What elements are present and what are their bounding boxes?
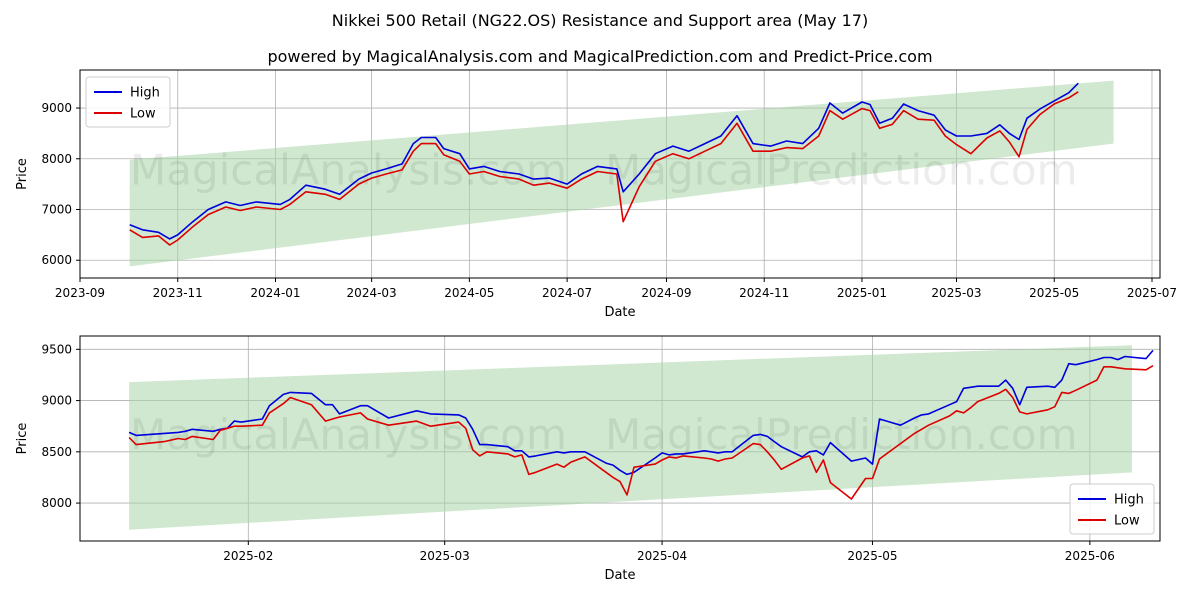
y-tick-label: 8500: [41, 445, 72, 459]
x-tick-label: 2025-01: [837, 286, 887, 300]
legend-label-high: High: [130, 86, 160, 101]
y-tick-label: 8000: [41, 496, 72, 510]
watermark-right: MagicalPrediction.com: [605, 410, 1078, 459]
legend-label-low: Low: [1114, 514, 1140, 529]
y-tick-label: 9500: [41, 342, 72, 356]
legend-box: [85, 76, 171, 128]
y-tick-label: 9000: [41, 394, 72, 408]
watermark-right: MagicalPrediction.com: [605, 145, 1078, 194]
x-tick-label: 2025-03: [931, 286, 981, 300]
y-tick-label: 9000: [41, 101, 72, 115]
x-tick-label: 2024-03: [347, 286, 397, 300]
legend-label-high: High: [1114, 493, 1144, 508]
x-tick-label: 2023-11: [153, 286, 203, 300]
x-tick-label: 2025-02: [223, 549, 273, 563]
x-tick-label: 2024-01: [250, 286, 300, 300]
plot-frame: [79, 335, 1161, 542]
legend: High Low: [1069, 483, 1155, 535]
y-tick-label: 7000: [41, 203, 72, 217]
x-axis-label: Date: [604, 305, 635, 320]
x-tick-label: 2024-07: [542, 286, 592, 300]
x-tick-label: 2025-03: [420, 549, 470, 563]
series-low-line: [128, 365, 1154, 500]
x-tick-label: 2025-07: [1127, 286, 1177, 300]
y-axis-label: Price: [15, 423, 30, 455]
y-axis-label: Price: [15, 158, 30, 190]
legend-label-low: Low: [130, 107, 156, 122]
bottom-panel: MagicalAnalysis.com MagicalPrediction.com…: [15, 335, 1161, 583]
x-axis-label: Date: [604, 568, 635, 583]
watermark-left: MagicalAnalysis.com: [130, 410, 567, 459]
series-high-line: [128, 349, 1154, 476]
series-low-line: [129, 91, 1079, 246]
legend: High Low: [85, 76, 171, 128]
x-tick-label: 2024-11: [739, 286, 789, 300]
top-panel: MagicalAnalysis.com MagicalPrediction.com…: [15, 69, 1177, 320]
chart-title: Nikkei 500 Retail (NG22.OS) Resistance a…: [332, 11, 868, 30]
chart-subtitle: powered by MagicalAnalysis.com and Magic…: [267, 47, 932, 66]
legend-box: [1069, 483, 1155, 535]
x-tick-label: 2025-06: [1065, 549, 1115, 563]
x-tick-label: 2025-04: [637, 549, 687, 563]
x-tick-label: 2024-05: [444, 286, 494, 300]
support-resistance-band: [129, 80, 1114, 267]
x-tick-label: 2024-09: [641, 286, 691, 300]
y-tick-label: 8000: [41, 152, 72, 166]
support-resistance-band: [129, 345, 1132, 530]
y-tick-label: 6000: [41, 253, 72, 267]
x-tick-label: 2023-09: [55, 286, 105, 300]
plot-frame: [79, 69, 1161, 279]
series-high-line: [129, 82, 1079, 240]
x-tick-label: 2025-05: [847, 549, 897, 563]
x-tick-label: 2025-05: [1029, 286, 1079, 300]
